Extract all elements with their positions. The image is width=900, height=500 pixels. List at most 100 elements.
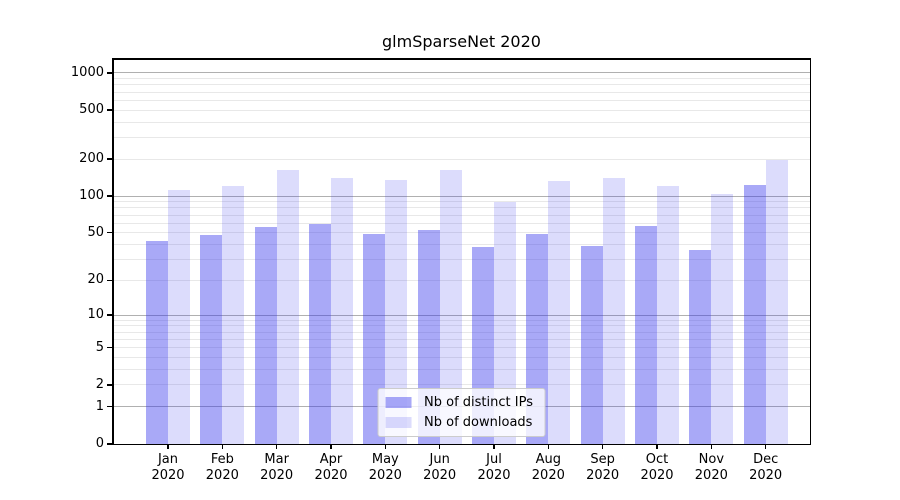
x-tick-label: Jun 2020 [410,452,470,483]
x-tick-mark [710,444,713,450]
x-tick-mark [167,444,169,450]
x-tick-label: Dec 2020 [736,452,796,483]
y-tick-label: 0 [95,436,104,451]
y-tick-label: 20 [87,272,104,288]
bar-downloads [711,193,734,444]
gridline-minor [113,384,810,386]
x-tick-month: Aug [535,452,562,467]
gridline-minor [113,121,810,123]
bar-downloads [548,180,571,444]
x-tick-year: 2020 [749,467,783,483]
x-tick-year: 2020 [368,467,402,483]
y-tick-mark [106,443,113,445]
y-tick-label: 1 [95,398,104,414]
x-tick-month: Apr [319,452,343,467]
x-tick-label: Apr 2020 [301,452,361,483]
axis-spine-left [112,58,114,446]
x-tick-mark [384,444,387,450]
x-tick-label: Oct 2020 [627,452,687,483]
y-tick-mark [106,232,113,234]
legend: Nb of distinct IPs Nb of downloads [377,388,546,437]
gridline-minor [113,232,810,234]
gridline-minor [113,325,810,327]
x-tick-label: Nov 2020 [681,452,741,483]
bar-downloads [385,180,408,444]
y-tick-label: 500 [79,102,104,118]
x-tick-year: 2020 [694,467,728,483]
gridline-minor [113,136,810,138]
gridline-minor [113,222,810,224]
y-tick-label: 10 [87,307,104,323]
x-tick-year: 2020 [531,467,565,483]
gridline-minor [113,214,810,216]
bar-distinct-ips [743,185,766,444]
gridline-minor [113,244,810,245]
y-tick-mark [106,279,113,282]
legend-item-downloads: Nb of downloads [385,415,533,430]
gridline-minor [113,99,810,101]
gridline-minor [113,347,810,349]
legend-label-downloads: Nb of downloads [424,415,533,430]
gridline-minor [113,369,810,371]
bar-downloads [765,159,788,444]
x-tick-mark [656,444,658,450]
x-tick-year: 2020 [314,467,348,483]
legend-swatch-distinct-ips [385,397,412,408]
plot-area: Nb of distinct IPs Nb of downloads [113,59,810,444]
bar-downloads [168,190,190,444]
x-tick-year: 2020 [260,467,294,483]
axis-spine-right [809,58,811,446]
x-tick-label: Aug 2020 [518,452,578,483]
x-tick-month: Nov [698,452,725,467]
y-tick-label: 1000 [70,64,104,80]
gridline-minor [113,338,810,340]
y-tick-mark [106,384,113,386]
x-tick-label: Jul 2020 [464,452,524,483]
gridline-minor [113,158,810,160]
bar-distinct-ips [308,224,331,444]
x-tick-label: Jan 2020 [138,452,198,483]
x-tick-mark [438,444,441,450]
y-tick-label: 2 [95,376,104,392]
bar-downloads [222,186,245,444]
gridline-major [113,72,810,74]
x-tick-month: Jun [429,452,450,467]
axis-spine-bottom [112,443,811,445]
x-tick-label: Mar 2020 [247,452,307,483]
x-tick-mark [764,444,767,450]
x-tick-month: Dec [753,452,779,467]
gridline-minor [113,279,810,281]
x-tick-month: Feb [210,452,234,467]
legend-label-distinct-ips: Nb of distinct IPs [424,395,533,410]
x-tick-label: May 2020 [355,452,415,483]
gridline-minor [113,259,810,261]
x-tick-year: 2020 [151,467,185,483]
x-tick-month: May [371,452,399,467]
legend-swatch-downloads [385,417,412,428]
gridline-major [113,195,810,197]
gridline-minor [113,319,810,321]
bar-downloads [330,178,353,444]
legend-item-distinct-ips: Nb of distinct IPs [385,395,533,410]
y-tick-mark [106,195,113,197]
x-tick-mark [493,444,495,450]
y-tick-label: 100 [79,188,104,204]
bar-distinct-ips [580,245,603,444]
bar-downloads [493,201,516,444]
x-tick-mark [547,444,550,450]
x-tick-month: Sep [590,452,615,467]
bar-distinct-ips [200,234,223,444]
x-tick-month: Mar [264,452,289,467]
bar-downloads [656,185,679,444]
y-tick-mark [106,72,113,74]
x-tick-year: 2020 [586,467,620,483]
x-tick-mark [330,444,332,450]
gridline-minor [113,91,810,93]
x-tick-month: Oct [645,452,669,467]
x-tick-mark [221,444,224,450]
x-tick-year: 2020 [477,467,511,483]
axis-spine-top [112,58,811,60]
x-tick-label: Feb 2020 [192,452,252,483]
x-tick-year: 2020 [205,467,239,483]
